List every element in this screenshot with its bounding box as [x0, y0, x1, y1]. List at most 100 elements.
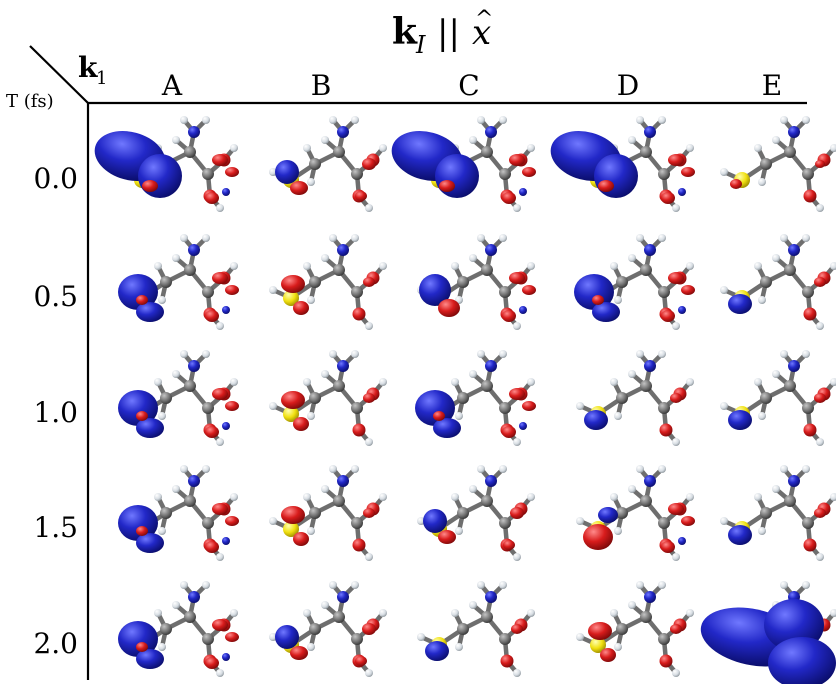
atom-h8	[672, 322, 680, 330]
negative-lobe	[728, 410, 752, 430]
atom-h6	[351, 234, 359, 242]
atoms	[269, 350, 387, 446]
atom-h7	[686, 144, 694, 152]
negative-lobe	[728, 525, 752, 545]
atom-h3	[158, 643, 166, 651]
atom-h3	[158, 412, 166, 420]
orbital-isosurface	[419, 272, 536, 322]
positive-lobe	[730, 179, 742, 189]
atom-h4	[172, 370, 180, 378]
atom-c2	[184, 146, 196, 158]
atoms	[269, 465, 387, 561]
atom-h7	[686, 609, 694, 617]
positive-lobe	[212, 619, 228, 631]
negative-lobe	[222, 537, 230, 545]
orbital-isosurface	[118, 388, 239, 438]
atom-c3	[202, 286, 214, 298]
atom-h6	[499, 116, 507, 124]
atom-h7	[379, 144, 387, 152]
atom-c1	[616, 623, 628, 635]
orbital-isosurface	[550, 131, 695, 204]
atom-h8	[672, 669, 680, 677]
atom-c3	[499, 517, 511, 529]
atom-c2	[333, 146, 345, 158]
orbital-isosurface	[118, 503, 239, 553]
atom-c3	[351, 286, 363, 298]
orbital-isosurface	[391, 131, 536, 204]
atom-h5	[780, 234, 788, 242]
atom-h7	[230, 262, 238, 270]
atom-n	[788, 126, 800, 138]
atom-h7	[830, 609, 836, 617]
title-x: x	[472, 13, 491, 53]
atom-h7	[527, 609, 535, 617]
positive-lobe	[136, 642, 148, 652]
atom-h5	[636, 350, 644, 358]
atom-h6	[802, 116, 810, 124]
atom-h3	[455, 527, 463, 535]
atom-h5	[780, 116, 788, 124]
positive-lobe	[225, 516, 239, 526]
orbital-isosurface	[275, 623, 376, 666]
atom-h3	[614, 296, 622, 304]
atom-h3	[614, 643, 622, 651]
atom-c1	[309, 158, 321, 170]
corner-k1-subscript: 1	[96, 68, 107, 89]
time-axis-label: T (fs)	[6, 91, 54, 112]
orbital-isosurface	[423, 507, 524, 550]
atom-h6	[802, 234, 810, 242]
atom-h6	[802, 465, 810, 473]
atom-c1	[760, 392, 772, 404]
atom-h5	[329, 116, 337, 124]
atom-c2	[784, 264, 796, 276]
atom-c1	[616, 507, 628, 519]
atom-c3	[658, 286, 670, 298]
atom-o2	[659, 423, 673, 437]
atom-n	[644, 475, 656, 487]
atom-c2	[184, 380, 196, 392]
atom-c3	[351, 168, 363, 180]
molecule-cell-c-1-0	[415, 350, 536, 446]
atom-h5	[329, 465, 337, 473]
molecule-cell-a-0-5	[118, 234, 239, 330]
positive-lobe	[205, 541, 219, 553]
atom-h6	[802, 581, 810, 589]
atom-h1	[720, 517, 728, 525]
corner-labels: k 1 T (fs)	[6, 51, 107, 112]
positive-lobe	[281, 506, 305, 524]
molecule-cell-b-1-5	[269, 465, 387, 561]
atom-h6	[499, 350, 507, 358]
atom-n	[337, 244, 349, 256]
atom-n	[644, 244, 656, 256]
atom-h6	[802, 350, 810, 358]
positive-lobe	[290, 181, 308, 195]
negative-lobe	[433, 418, 461, 438]
atom-h3	[158, 296, 166, 304]
atom-o2	[803, 538, 817, 552]
atom-h3	[307, 296, 315, 304]
atom-h5	[636, 234, 644, 242]
atom-h4	[469, 136, 477, 144]
positive-lobe	[205, 310, 219, 322]
atom-h7	[379, 609, 387, 617]
atom-c1	[309, 623, 321, 635]
atom-h5	[180, 234, 188, 242]
atom-h8	[816, 322, 824, 330]
atom-h2	[451, 378, 459, 386]
atom-h5	[780, 465, 788, 473]
atom-h3	[758, 178, 766, 186]
row-header-0-0: 0.0	[33, 162, 78, 195]
atom-h7	[379, 262, 387, 270]
corner-k1: k	[78, 51, 98, 84]
atom-h4	[628, 601, 636, 609]
molecule-cell-e-1-0	[720, 350, 836, 446]
atom-h4	[772, 136, 780, 144]
negative-lobe	[678, 188, 686, 196]
negative-lobe	[222, 306, 230, 314]
atom-h2	[451, 262, 459, 270]
positive-lobe	[205, 426, 219, 438]
atom-h3	[455, 643, 463, 651]
atom-n	[485, 126, 497, 138]
atom-n	[644, 126, 656, 138]
atom-h5	[477, 116, 485, 124]
